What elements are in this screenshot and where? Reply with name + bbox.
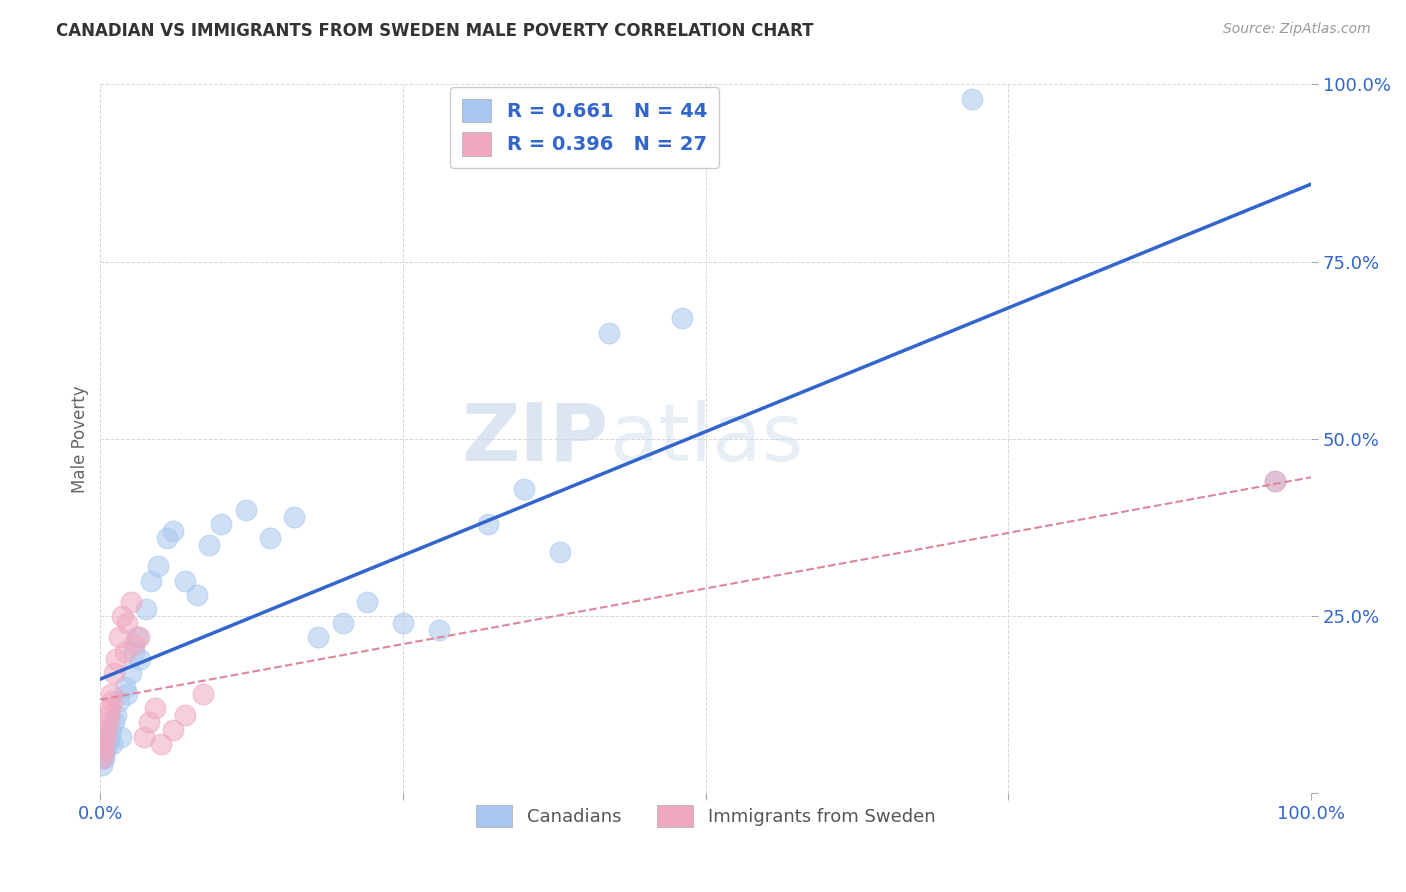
Point xyxy=(107,694,129,708)
Point xyxy=(960,92,983,106)
Point xyxy=(1264,475,1286,489)
Point xyxy=(91,751,114,765)
Point xyxy=(105,651,128,665)
Point xyxy=(477,516,499,531)
Point xyxy=(143,701,166,715)
Point xyxy=(93,751,115,765)
Point xyxy=(193,687,215,701)
Point xyxy=(103,715,125,730)
Point xyxy=(101,737,124,751)
Point xyxy=(97,737,120,751)
Point xyxy=(114,644,136,658)
Point xyxy=(148,559,170,574)
Point xyxy=(162,524,184,538)
Point xyxy=(392,616,415,631)
Point xyxy=(198,538,221,552)
Point xyxy=(513,482,536,496)
Point xyxy=(235,503,257,517)
Point xyxy=(98,730,121,744)
Text: Source: ZipAtlas.com: Source: ZipAtlas.com xyxy=(1223,22,1371,37)
Point xyxy=(100,723,122,737)
Point xyxy=(111,609,134,624)
Point xyxy=(97,715,120,730)
Point xyxy=(110,730,132,744)
Point xyxy=(149,737,172,751)
Point xyxy=(93,737,115,751)
Point xyxy=(97,730,120,744)
Point xyxy=(115,616,138,631)
Point xyxy=(332,616,354,631)
Point xyxy=(115,687,138,701)
Point xyxy=(101,694,124,708)
Point xyxy=(90,751,112,765)
Point xyxy=(156,531,179,545)
Point xyxy=(122,644,145,658)
Point xyxy=(107,631,129,645)
Point xyxy=(91,744,114,758)
Point xyxy=(94,730,117,744)
Point xyxy=(114,680,136,694)
Point xyxy=(135,602,157,616)
Point xyxy=(97,708,120,723)
Point xyxy=(141,574,163,588)
Point xyxy=(125,631,148,645)
Point xyxy=(120,595,142,609)
Point xyxy=(209,516,232,531)
Point xyxy=(186,588,208,602)
Point xyxy=(174,574,197,588)
Point xyxy=(162,723,184,737)
Point xyxy=(550,545,572,559)
Point xyxy=(132,730,155,744)
Point xyxy=(598,326,620,340)
Point xyxy=(283,509,305,524)
Point xyxy=(100,687,122,701)
Legend: Canadians, Immigrants from Sweden: Canadians, Immigrants from Sweden xyxy=(468,797,942,834)
Point xyxy=(129,651,152,665)
Point xyxy=(103,665,125,680)
Point xyxy=(429,624,451,638)
Point xyxy=(90,758,112,772)
Y-axis label: Male Poverty: Male Poverty xyxy=(72,385,89,492)
Point xyxy=(128,631,150,645)
Point xyxy=(94,744,117,758)
Point xyxy=(120,665,142,680)
Point xyxy=(1264,475,1286,489)
Point xyxy=(96,723,118,737)
Point xyxy=(98,701,121,715)
Point xyxy=(174,708,197,723)
Point xyxy=(356,595,378,609)
Point xyxy=(138,715,160,730)
Point xyxy=(122,638,145,652)
Text: CANADIAN VS IMMIGRANTS FROM SWEDEN MALE POVERTY CORRELATION CHART: CANADIAN VS IMMIGRANTS FROM SWEDEN MALE … xyxy=(56,22,814,40)
Point xyxy=(671,311,693,326)
Point xyxy=(96,737,118,751)
Point xyxy=(307,631,329,645)
Point xyxy=(259,531,281,545)
Text: atlas: atlas xyxy=(609,400,803,478)
Text: ZIP: ZIP xyxy=(461,400,609,478)
Point xyxy=(105,708,128,723)
